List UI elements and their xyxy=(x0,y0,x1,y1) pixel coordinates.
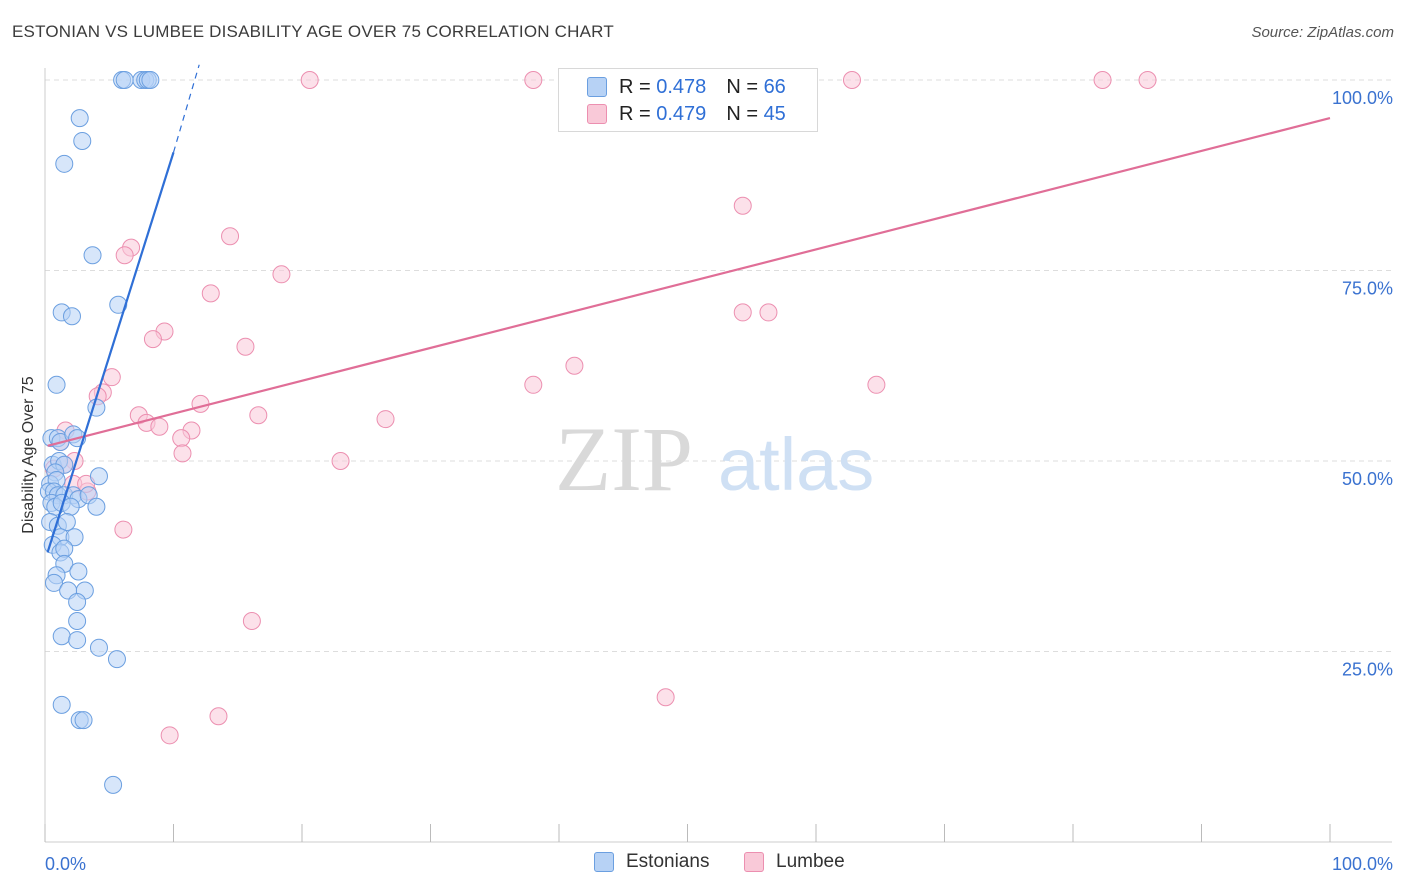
trendlines xyxy=(46,64,1331,553)
estonian-point xyxy=(74,711,93,730)
lumbee-point xyxy=(1093,71,1112,89)
gridlines xyxy=(45,79,1392,652)
estonian-point xyxy=(89,638,108,657)
estonian-point xyxy=(55,539,74,558)
legend-row-lumbee: R = 0.479 N = 45 xyxy=(587,101,786,127)
estonian-point xyxy=(73,131,92,150)
lumbee-trendline xyxy=(47,117,1331,447)
source-label: Source: ZipAtlas.com xyxy=(1251,24,1394,41)
estonian-point xyxy=(107,650,126,669)
lumbee-point xyxy=(759,303,778,322)
lumbee-point xyxy=(160,726,179,745)
y-tick-label: 25.0% xyxy=(1342,660,1393,680)
lumbee-point xyxy=(191,394,210,413)
estonian-points xyxy=(39,71,160,794)
watermark-zip: ZIP xyxy=(555,408,693,510)
lumbee-point xyxy=(201,284,220,303)
lumbee-r-value: 0.479 xyxy=(656,102,707,125)
lumbee-point xyxy=(209,707,228,726)
y-tick-label: 100.0% xyxy=(1332,88,1393,108)
estonian-point xyxy=(44,573,63,592)
lumbee-point xyxy=(172,429,191,448)
lumbee-point xyxy=(842,71,861,89)
lumbee-point xyxy=(524,375,543,394)
lumbee-point xyxy=(656,688,675,707)
lumbee-point xyxy=(272,265,291,284)
estonians-n-label: N = xyxy=(726,75,758,98)
estonian-point xyxy=(141,71,160,89)
estonians-r-value: 0.478 xyxy=(656,75,707,98)
estonian-point xyxy=(68,631,87,650)
estonian-point xyxy=(83,246,102,265)
lumbee-r-label: R = xyxy=(619,102,651,125)
bottom-legend-estonians: Estonians xyxy=(594,851,709,873)
chart-title: ESTONIAN VS LUMBEE DISABILITY AGE OVER 7… xyxy=(12,22,614,41)
y-tick-label: 50.0% xyxy=(1342,469,1393,489)
lumbee-point xyxy=(331,452,350,470)
estonian-point xyxy=(69,562,88,581)
lumbee-point xyxy=(114,520,133,539)
estonians-trendline xyxy=(46,152,175,553)
lumbee-point xyxy=(1138,71,1157,89)
estonian-point xyxy=(115,71,134,89)
lumbee-point xyxy=(565,356,584,375)
estonian-point xyxy=(52,695,71,714)
estonian-point xyxy=(70,109,89,128)
estonians-r-label: R = xyxy=(619,75,651,98)
lumbee-point xyxy=(242,612,261,631)
lumbee-legend-swatch xyxy=(744,852,764,872)
estonian-point xyxy=(68,612,87,631)
estonian-point xyxy=(109,295,128,314)
estonian-point xyxy=(55,154,74,173)
lumbee-point xyxy=(524,71,543,89)
lumbee-point xyxy=(733,196,752,215)
estonian-point xyxy=(89,467,108,486)
lumbee-legend-label: Lumbee xyxy=(776,851,845,872)
estonian-point xyxy=(87,497,106,516)
x-tick-label: 100.0% xyxy=(1332,854,1393,874)
lumbee-point xyxy=(300,71,319,89)
estonians-trendline-extension xyxy=(172,64,200,153)
estonians-swatch xyxy=(587,77,607,97)
y-axis-label: Disability Age Over 75 xyxy=(20,376,37,534)
lumbee-point xyxy=(376,410,395,429)
estonian-point xyxy=(65,528,84,547)
estonian-point xyxy=(68,592,87,611)
lumbee-point xyxy=(733,303,752,322)
estonians-legend-label: Estonians xyxy=(626,851,710,872)
lumbee-point xyxy=(249,406,268,425)
estonians-n-value: 66 xyxy=(763,75,786,98)
y-tick-label: 75.0% xyxy=(1342,279,1393,299)
lumbee-point xyxy=(173,444,192,463)
bottom-legend-lumbee: Lumbee xyxy=(744,851,845,873)
lumbee-point xyxy=(867,375,886,394)
correlation-legend: R = 0.478 N = 66 R = 0.479 N = 45 xyxy=(558,68,818,132)
lumbee-point xyxy=(115,246,134,265)
tick-labels: 25.0% 50.0% 75.0% 100.0% 0.0% 100.0% xyxy=(45,88,1393,874)
lumbee-point xyxy=(150,417,169,436)
estonians-legend-swatch xyxy=(594,852,614,872)
lumbee-point xyxy=(102,368,121,387)
lumbee-n-value: 45 xyxy=(763,102,786,125)
estonian-point xyxy=(62,307,81,326)
lumbee-n-label: N = xyxy=(726,102,758,125)
estonian-point xyxy=(47,375,66,394)
lumbee-point xyxy=(221,227,240,246)
lumbee-point xyxy=(236,337,255,356)
legend-row-estonians: R = 0.478 N = 66 xyxy=(587,74,786,100)
axes xyxy=(44,68,1392,843)
x-tick-label: 0.0% xyxy=(45,854,86,874)
estonian-point xyxy=(52,627,71,646)
lumbee-swatch xyxy=(587,104,607,124)
watermark-atlas: atlas xyxy=(718,423,874,506)
estonian-point xyxy=(57,512,76,531)
lumbee-point xyxy=(143,330,162,349)
estonian-point xyxy=(104,775,123,794)
